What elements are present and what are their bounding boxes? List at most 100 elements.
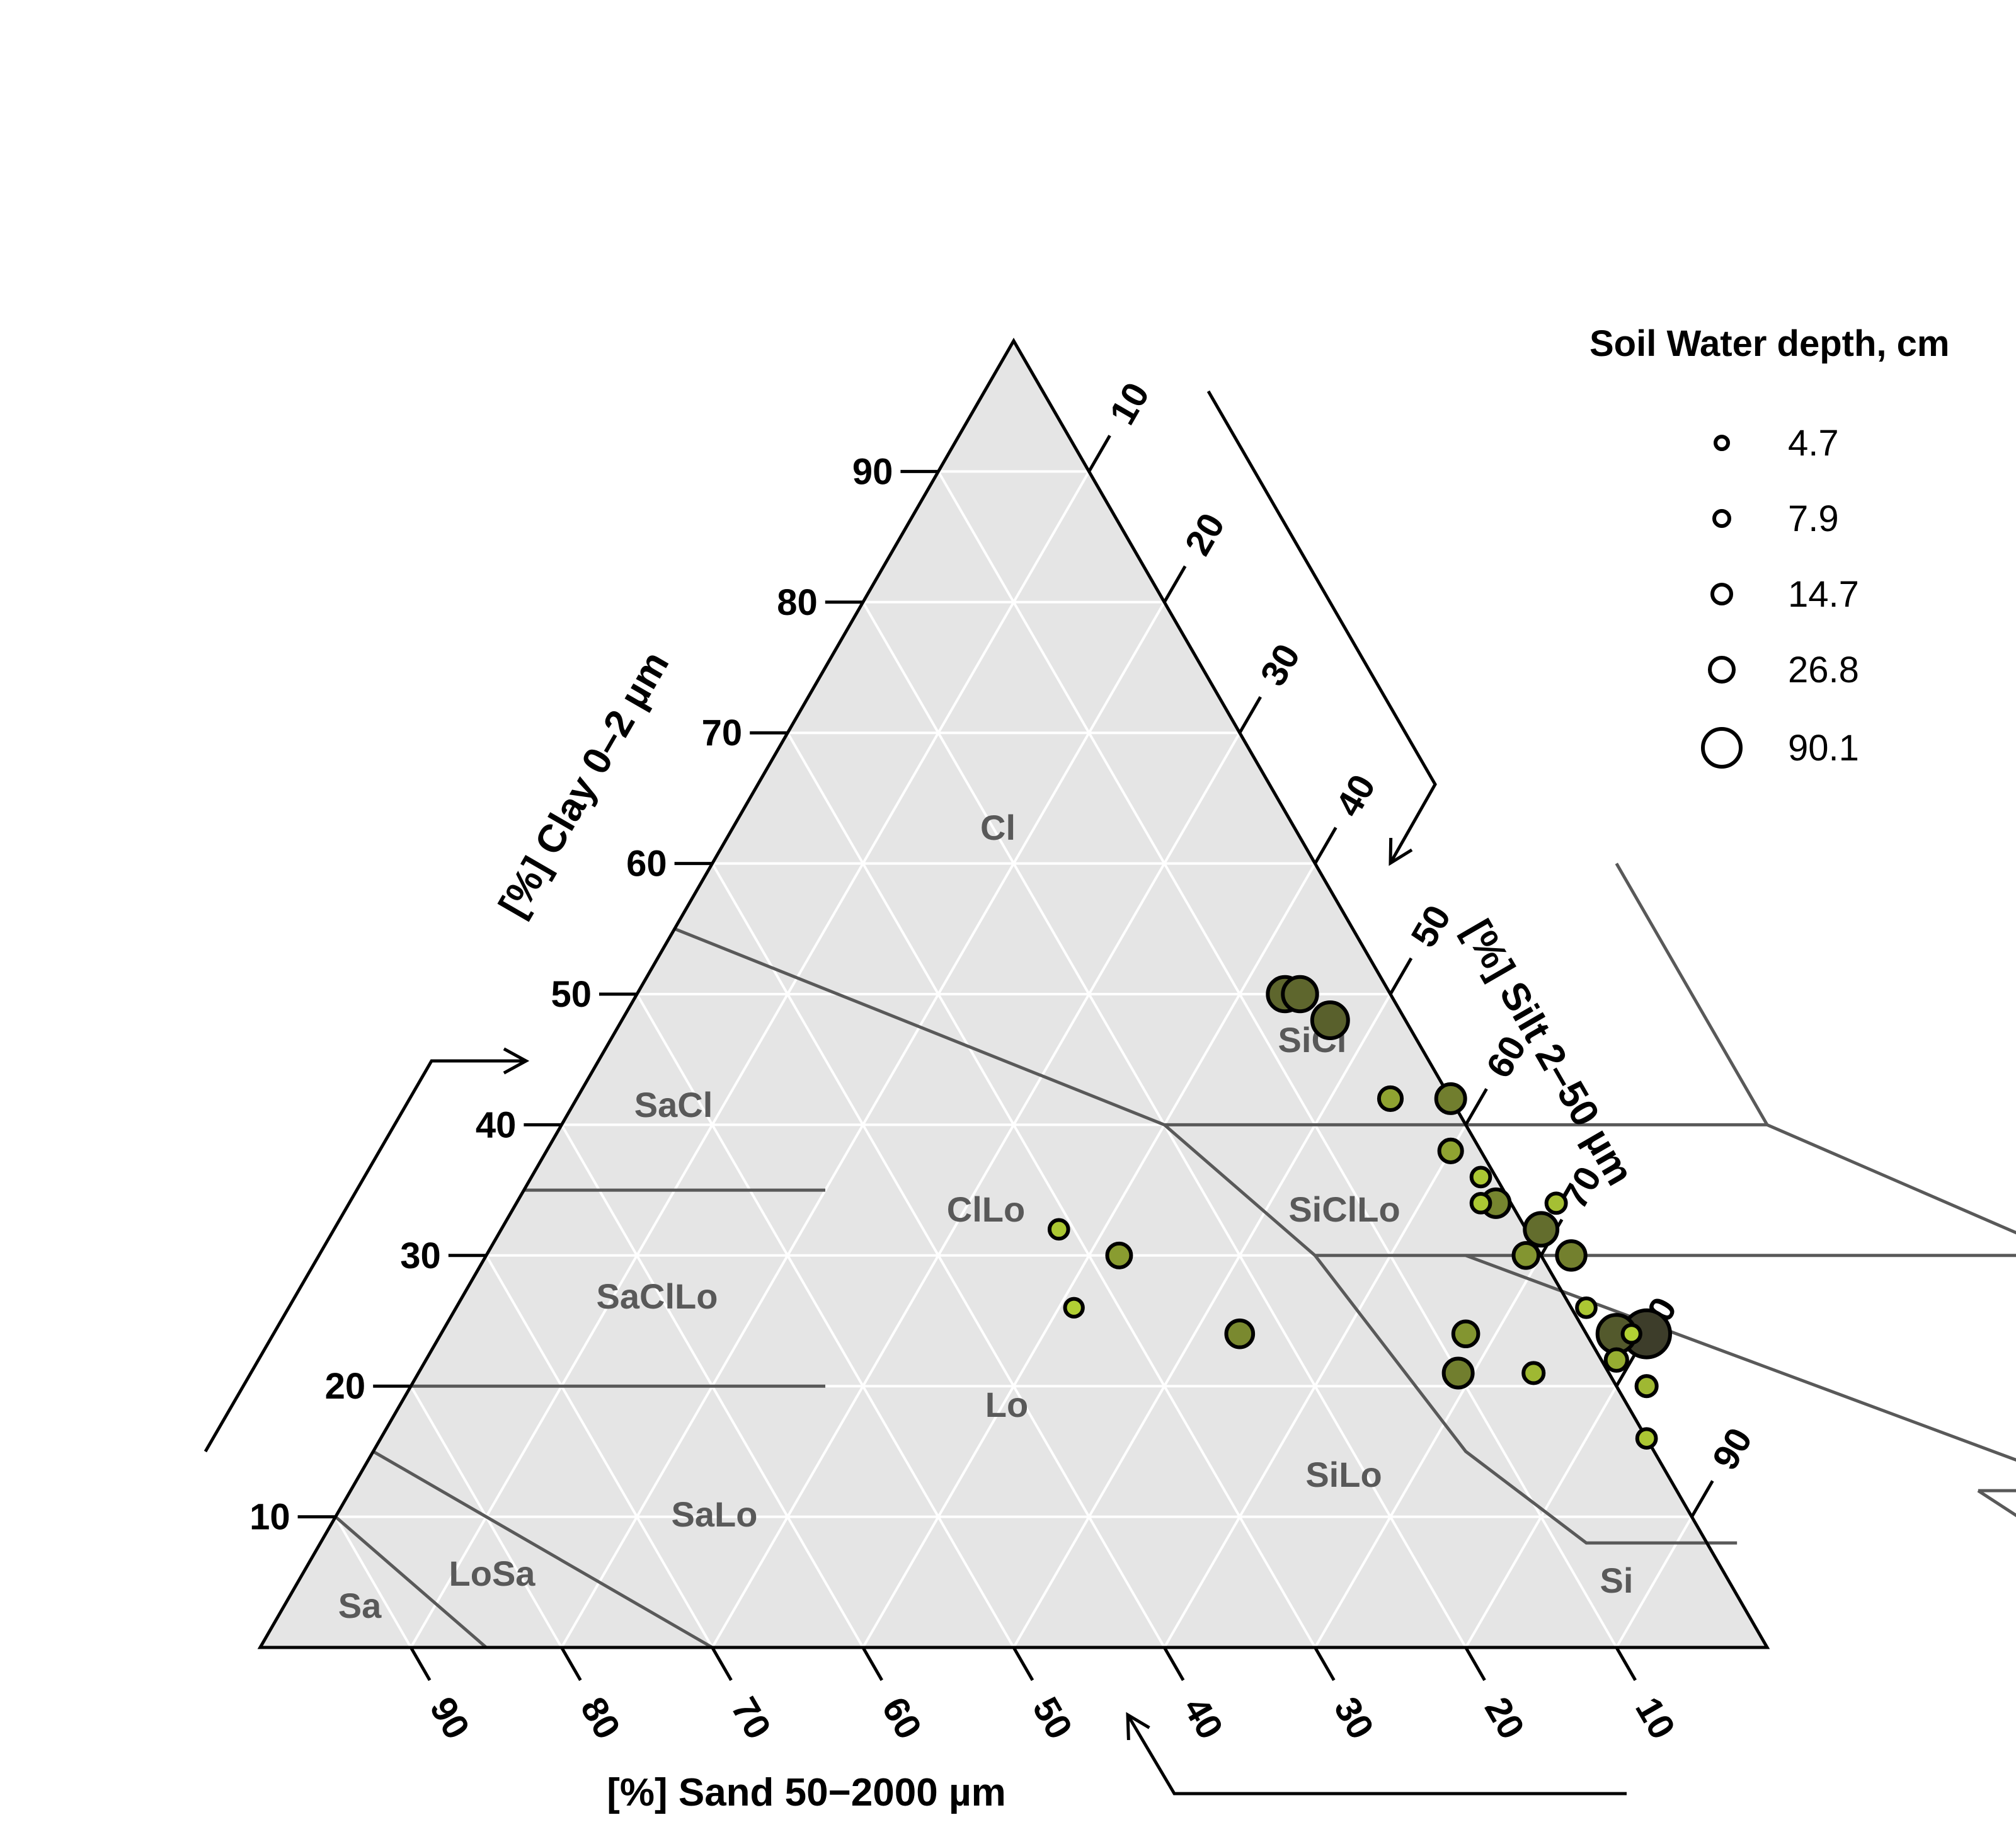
silt-tick-label: 10 — [1102, 375, 1158, 431]
clay-tick-label: 50 — [551, 974, 592, 1015]
region-label-losa: LoSa — [449, 1554, 536, 1593]
data-point — [1105, 1241, 1133, 1269]
clay-tick-label: 90 — [852, 451, 893, 492]
legend-symbol — [1712, 509, 1731, 528]
clay-tick-label: 70 — [702, 713, 743, 753]
legend-symbol — [1708, 656, 1736, 684]
region-label-lo: Lo — [985, 1385, 1028, 1424]
data-point — [1441, 1356, 1475, 1390]
grid-line-silt — [711, 732, 1241, 1648]
clay-direction-arrow — [203, 1059, 526, 1453]
region-label-cllo: ClLo — [947, 1189, 1025, 1229]
silt-tick-label: 40 — [1328, 768, 1384, 823]
sand-tick — [410, 1646, 432, 1681]
sand-tick-label: 70 — [723, 1690, 779, 1746]
grid-line-silt — [410, 471, 1091, 1648]
region-label-salo: SaLo — [672, 1494, 758, 1534]
data-point — [1523, 1211, 1560, 1248]
data-point — [1635, 1427, 1658, 1450]
silt-tick — [1389, 957, 1413, 995]
clay-direction-arrow-head — [503, 1047, 530, 1075]
region-boundary — [1615, 862, 1769, 1126]
silt-tick-label: 30 — [1252, 637, 1309, 692]
grid-line-sand — [485, 1254, 714, 1648]
silt-tick — [1464, 1088, 1488, 1126]
legend-symbol — [1710, 583, 1733, 605]
data-point — [1634, 1374, 1659, 1399]
data-point — [1310, 1000, 1350, 1040]
grid-line-sand — [937, 471, 1618, 1648]
region-label-silo: SiLo — [1305, 1455, 1382, 1494]
grid-line-silt — [1464, 1385, 1618, 1648]
silt-tick-label: 20 — [1177, 507, 1233, 562]
sand-tick — [1464, 1646, 1486, 1681]
legend-symbol — [1714, 435, 1730, 451]
sand-tick-label: 60 — [874, 1690, 930, 1746]
grid-line-silt — [1615, 1516, 1693, 1648]
clay-tick-label: 40 — [476, 1104, 517, 1145]
legend-label: 26.8 — [1788, 650, 1859, 690]
silt-tick — [1690, 1480, 1714, 1518]
region-label-cl: Cl — [980, 808, 1016, 847]
silt-tick-label: 50 — [1403, 898, 1459, 954]
region-label-sa: Sa — [338, 1586, 382, 1625]
sand-tick-label: 40 — [1175, 1690, 1231, 1746]
sand-tick — [1012, 1646, 1034, 1681]
clay-tick-label: 10 — [249, 1497, 290, 1538]
data-point — [1469, 1166, 1492, 1189]
silt-tick — [1087, 435, 1111, 472]
sand-tick — [1615, 1646, 1637, 1681]
legend-symbol — [1701, 727, 1743, 769]
sand-axis-title: [%] Sand 50−2000 µm — [607, 1771, 1006, 1814]
data-point — [1555, 1239, 1588, 1272]
data-point — [1224, 1318, 1256, 1349]
sand-direction-arrow — [1126, 1714, 1627, 1796]
sand-tick-label: 30 — [1326, 1690, 1382, 1746]
sand-tick-label: 10 — [1627, 1690, 1683, 1746]
sand-tick — [1163, 1646, 1185, 1681]
silt-direction-arrow-head — [1389, 837, 1413, 866]
clay-tick-label: 30 — [400, 1235, 441, 1276]
legend-label: 14.7 — [1788, 574, 1859, 615]
grid-line-silt — [1163, 1124, 1467, 1648]
data-point — [1047, 1218, 1070, 1241]
sand-direction-arrow-head — [1126, 1712, 1150, 1741]
data-point — [1469, 1192, 1492, 1215]
clay-tick-label: 60 — [626, 844, 667, 885]
region-boundary — [1977, 1489, 2016, 1518]
data-point — [1603, 1347, 1629, 1373]
silt-direction-arrow — [1206, 390, 1437, 864]
data-point — [1437, 1137, 1464, 1164]
sand-tick-label: 20 — [1477, 1690, 1533, 1746]
legend-title: Soil Water depth, cm — [1589, 323, 1949, 364]
silt-tick — [1314, 827, 1337, 864]
data-point — [1434, 1082, 1467, 1115]
region-label-sacl: SaCl — [634, 1085, 713, 1125]
region-boundary — [673, 927, 1738, 1545]
silt-tick — [1615, 1349, 1639, 1387]
data-point — [1544, 1191, 1568, 1215]
legend: Soil Water depth, cm 4.7 7.9 14.7 26.8 90.1 — [1589, 323, 1949, 769]
legend-label: 7.9 — [1788, 498, 1839, 539]
legend-label: 90.1 — [1788, 728, 1859, 769]
data-point — [1451, 1319, 1480, 1349]
silt-axis-title: [%] Silt 2–50 µm — [1455, 913, 1642, 1193]
legend-label: 4.7 — [1788, 423, 1839, 464]
grid-line-sand — [334, 1516, 412, 1648]
silt-tick-label: 90 — [1705, 1421, 1761, 1477]
sand-tick-label: 90 — [421, 1690, 478, 1746]
grid-line-sand — [636, 994, 1015, 1648]
region-boundary — [334, 1515, 488, 1649]
grid-line-sand — [786, 732, 1317, 1648]
data-point — [1521, 1361, 1546, 1385]
region-label-si: Si — [1600, 1561, 1634, 1600]
silt-tick — [1163, 565, 1187, 604]
data-point — [1511, 1241, 1541, 1270]
clay-tick-label: 20 — [325, 1366, 366, 1407]
data-point — [1063, 1297, 1085, 1319]
data-points — [1047, 975, 1672, 1450]
sand-tick — [560, 1646, 582, 1681]
grid-line-silt — [1012, 994, 1392, 1648]
data-point — [1620, 1323, 1642, 1345]
